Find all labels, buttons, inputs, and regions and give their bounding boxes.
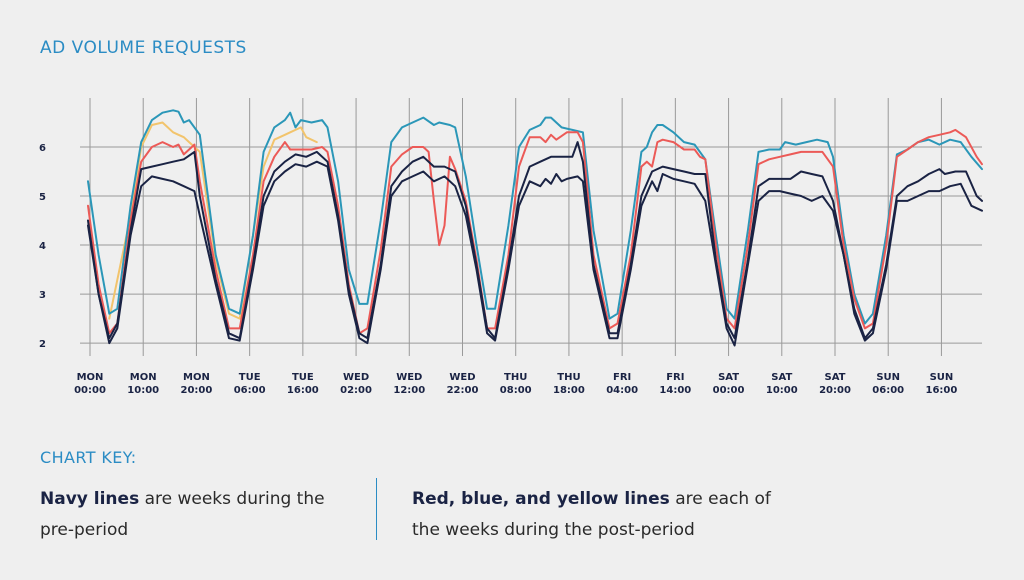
x-tick-time: 06:00	[872, 385, 904, 396]
x-tick-day: FRI	[613, 372, 631, 383]
x-tick-day: TUE	[292, 372, 314, 383]
chart-title: AD VOLUME REQUESTS	[40, 38, 247, 58]
y-tick-label: 2	[39, 339, 46, 350]
x-tick-day: SAT	[718, 372, 739, 383]
x-tick-day: MON	[77, 372, 104, 383]
x-tick-day: SUN	[876, 372, 900, 383]
x-tick-day: FRI	[666, 372, 684, 383]
x-tick-time: 20:00	[181, 385, 213, 396]
x-tick-time: 04:00	[606, 385, 638, 396]
x-tick-day: TUE	[239, 372, 261, 383]
x-tick-time: 10:00	[766, 385, 798, 396]
x-tick-time: 18:00	[553, 385, 585, 396]
x-tick-time: 14:00	[659, 385, 691, 396]
x-tick-time: 00:00	[713, 385, 745, 396]
series-line-blue	[87, 109, 983, 325]
key-colored-text: are each of the weeks during the post-pe…	[412, 489, 771, 540]
tick-layer: 2 3 4 5 6 MON 00:00 MON 10:00 MON 20:00 TUE 06:00 TUE…	[39, 143, 957, 396]
y-tick-label: 5	[39, 192, 46, 203]
x-tick-day: SAT	[771, 372, 792, 383]
x-tick-day: SAT	[825, 372, 846, 383]
x-tick-day: WED	[449, 372, 475, 383]
key-navy-text: are weeks during the pre-period	[40, 489, 325, 540]
x-tick-time: 22:00	[447, 385, 479, 396]
chart-key-post-period: Red, blue, and yellow lines are each of …	[412, 484, 792, 546]
x-tick-time: 10:00	[127, 385, 159, 396]
x-tick-time: 16:00	[287, 385, 319, 396]
series-line-navy1	[87, 160, 983, 347]
key-divider	[376, 478, 377, 540]
x-tick-time: 00:00	[74, 385, 106, 396]
y-tick-label: 3	[39, 290, 46, 301]
series-line-red	[87, 128, 983, 335]
chart-key-pre-period: Navy lines are weeks during the pre-peri…	[40, 484, 360, 546]
x-tick-day: MON	[130, 372, 157, 383]
x-tick-time: 20:00	[819, 385, 851, 396]
x-tick-time: 02:00	[340, 385, 372, 396]
x-tick-time: 16:00	[926, 385, 958, 396]
key-navy-label: Navy lines	[40, 489, 140, 509]
x-tick-day: SUN	[930, 372, 954, 383]
series-line-yellow	[108, 121, 318, 320]
series-layer	[87, 109, 983, 347]
y-tick-label: 6	[39, 143, 46, 154]
key-colored-label: Red, blue, and yellow lines	[412, 489, 670, 509]
x-tick-time: 08:00	[500, 385, 532, 396]
x-tick-day: WED	[343, 372, 369, 383]
y-tick-label: 4	[39, 241, 46, 252]
x-tick-day: WED	[396, 372, 422, 383]
x-tick-day: THU	[504, 372, 527, 383]
chart-key-title: CHART KEY:	[40, 448, 137, 467]
x-tick-day: THU	[557, 372, 580, 383]
x-tick-time: 12:00	[393, 385, 425, 396]
x-tick-day: MON	[183, 372, 210, 383]
x-tick-time: 06:00	[234, 385, 266, 396]
line-chart: 2 3 4 5 6 MON 00:00 MON 10:00 MON 20:00 TUE 06:00 TUE…	[39, 98, 983, 396]
